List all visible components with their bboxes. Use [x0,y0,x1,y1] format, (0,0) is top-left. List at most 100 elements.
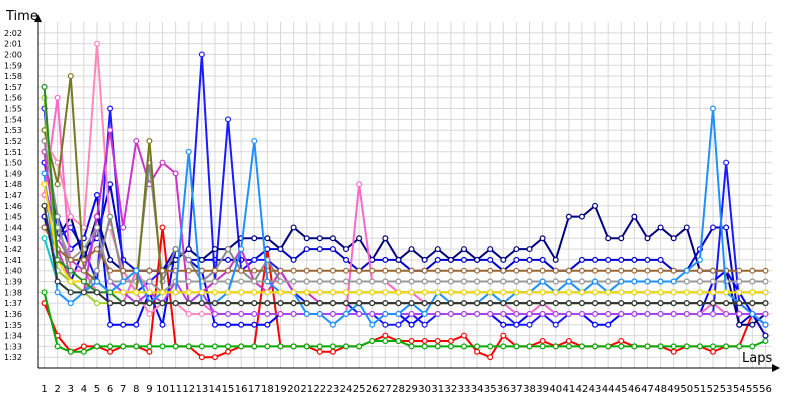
x-tick-label: 19 [274,384,287,395]
data-point [225,116,232,123]
data-point [408,246,415,253]
data-point [251,267,258,274]
x-tick-label: 21 [300,384,313,395]
data-point [605,321,612,328]
data-point [500,267,507,274]
data-point [592,256,599,263]
data-point [146,267,153,274]
data-point [67,224,74,231]
data-point [552,256,559,263]
data-point [539,256,546,263]
data-point [631,310,638,317]
data-point [605,289,612,296]
data-point [238,289,245,296]
data-point [264,321,271,328]
data-point [303,300,310,307]
data-point [460,256,467,263]
data-point [369,267,376,274]
data-point [736,289,743,296]
x-tick-label: 27 [379,384,392,395]
data-point [762,337,769,344]
data-point [474,256,481,263]
data-point [447,256,454,263]
data-point [120,289,127,296]
data-point [552,310,559,317]
data-point [93,289,100,296]
data-point [539,310,546,317]
data-point [264,278,271,285]
data-point [238,310,245,317]
data-point [303,343,310,350]
data-point [408,337,415,344]
series-5 [41,51,769,328]
data-point [696,267,703,274]
data-point [316,289,323,296]
data-point [303,278,310,285]
axes [34,14,780,372]
data-point [356,310,363,317]
data-point [93,224,100,231]
data-point [133,321,140,328]
data-point [644,256,651,263]
data-point [565,278,572,285]
data-point [631,289,638,296]
x-tick-label: 10 [156,384,169,395]
data-point [670,343,677,350]
data-point [487,343,494,350]
data-point [565,343,572,350]
data-point [578,256,585,263]
data-point [343,278,350,285]
data-point [434,310,441,317]
data-point [710,224,717,231]
y-axis-arrow-icon [34,14,42,22]
data-point [657,310,664,317]
data-point [146,137,153,144]
data-point [159,224,166,231]
data-point [185,148,192,155]
data-point [500,289,507,296]
data-point [618,256,625,263]
data-point [382,337,389,344]
data-point [107,127,114,134]
data-point [146,278,153,285]
x-tick-label: 16 [235,384,248,395]
series-14 [41,224,769,274]
data-point [447,278,454,285]
data-point [395,310,402,317]
data-point [526,321,533,328]
y-tick-label: 1:39 [4,278,22,287]
data-point [198,310,205,317]
data-point [54,94,61,101]
data-point [421,321,428,328]
data-point [277,343,284,350]
data-point [447,337,454,344]
data-point [644,267,651,274]
x-tick-label: 37 [510,384,523,395]
data-point [592,278,599,285]
data-point [356,289,363,296]
data-point [93,300,100,307]
data-point [382,321,389,328]
data-point [565,337,572,344]
data-point [329,300,336,307]
x-tick-label: 35 [484,384,497,395]
data-point [618,235,625,242]
data-point [408,343,415,350]
data-point [356,300,363,307]
data-point [434,337,441,344]
data-point [329,289,336,296]
data-point [526,289,533,296]
data-point [133,343,140,350]
data-point [264,310,271,317]
data-point [277,300,284,307]
data-point [146,310,153,317]
data-point [329,321,336,328]
data-point [434,300,441,307]
data-point [421,337,428,344]
data-point [434,267,441,274]
y-axis-title: Time [5,9,38,24]
data-point [225,300,232,307]
data-point [67,73,74,80]
data-point [487,310,494,317]
data-point [343,289,350,296]
